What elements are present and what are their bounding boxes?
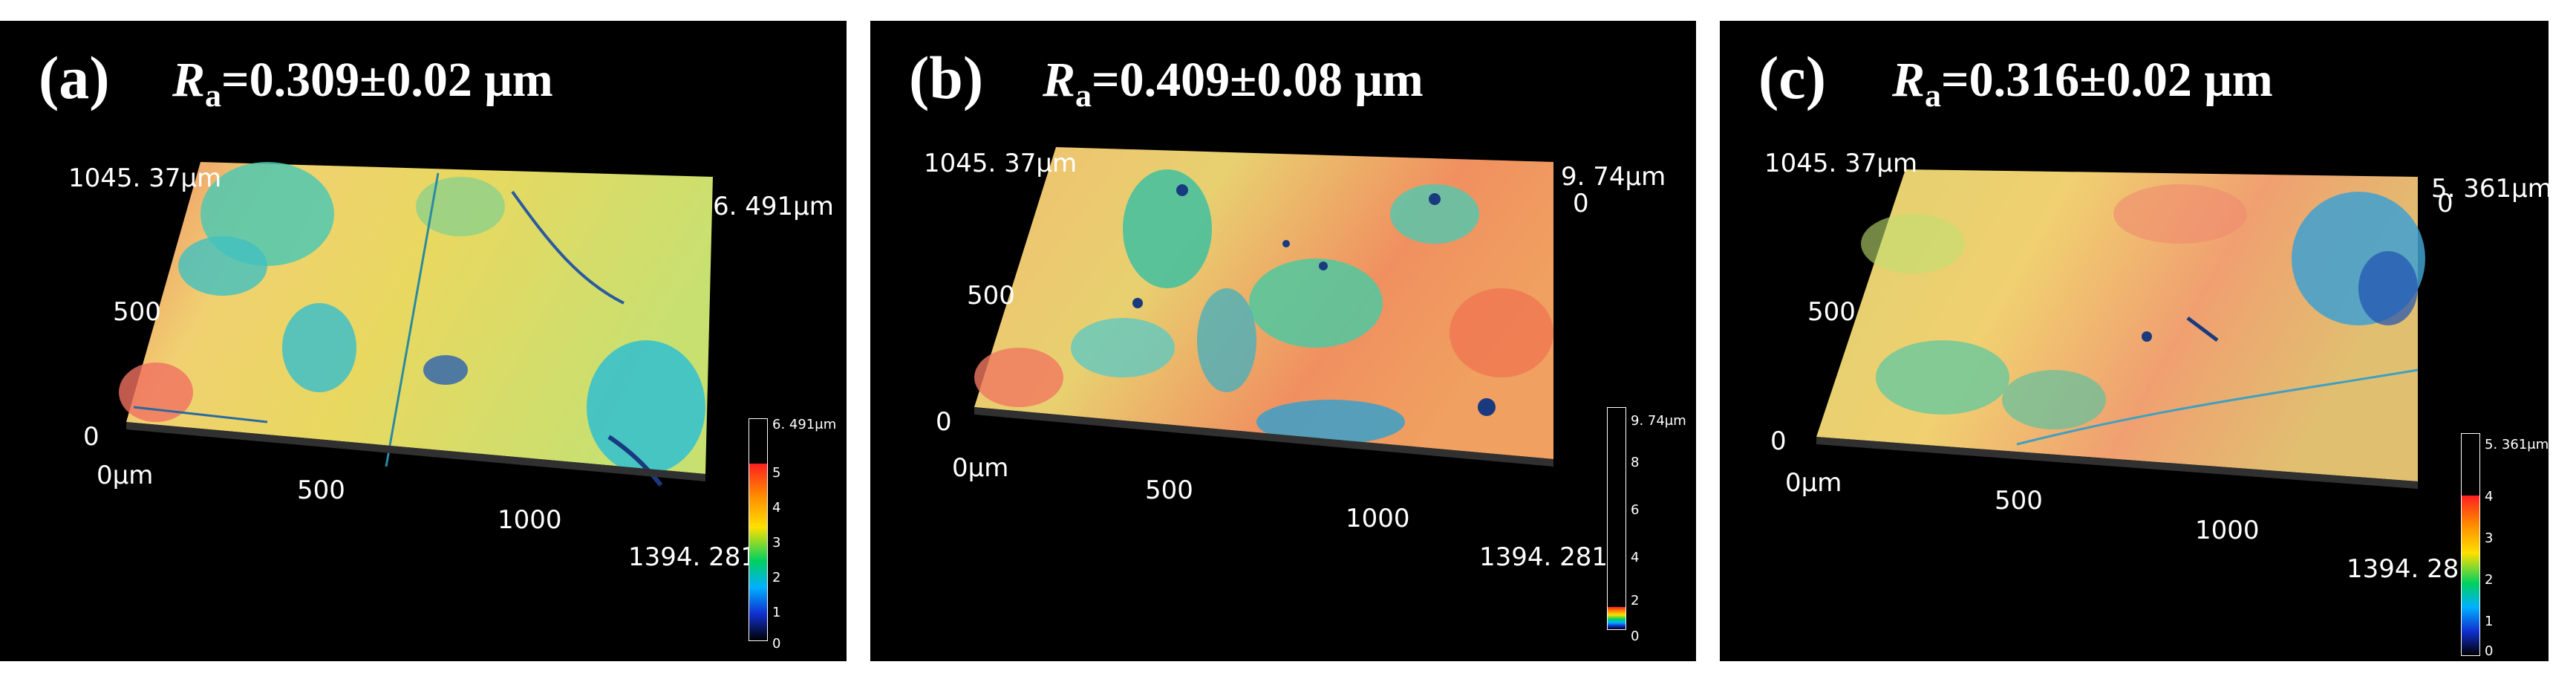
y-axis-zero: 0: [1770, 426, 1787, 456]
roughness-label: Ra=0.316±0.02 μm: [1892, 52, 2273, 114]
ra-subscript: a: [205, 77, 222, 114]
colorbar-track: [1607, 407, 1626, 630]
x-axis-500: 500: [1995, 486, 2043, 516]
z-axis-max: 9. 74μm: [1561, 162, 1666, 192]
x-axis-origin: 0μm: [97, 461, 154, 490]
y-axis-zero: 0: [83, 422, 100, 452]
x-axis-max: 1394. 281: [628, 542, 757, 572]
surface-plot-b: [974, 147, 1553, 467]
x-axis-max: 1394. 28´: [2347, 554, 2472, 584]
z-axis-max: 6. 491μm: [713, 192, 834, 221]
x-axis-1000: 1000: [1346, 504, 1410, 533]
colorbar-fill: [749, 464, 767, 640]
ra-symbol: R: [1892, 53, 1926, 107]
colorbar-tick: 0: [1631, 629, 1640, 644]
z-axis-max: 5. 361μm: [2431, 174, 2549, 204]
y-axis-zero: 0: [936, 407, 952, 437]
y-axis-500: 500: [113, 297, 161, 327]
colorbar-max: 9. 74μm: [1631, 413, 1686, 429]
ra-value: =0.409±0.08 μm: [1092, 53, 1424, 107]
x-axis-1000: 1000: [2195, 516, 2260, 545]
colorbar-tick: 2: [1631, 593, 1640, 608]
colorbar: [1607, 407, 1626, 630]
z-axis-zero: 0: [1573, 189, 1589, 218]
colorbar-tick: 0: [772, 636, 781, 652]
x-axis-origin: 0μm: [952, 453, 1009, 483]
x-axis-max: 1394. 281: [1479, 542, 1608, 572]
panel-letter: (a): [39, 44, 110, 111]
ra-value: =0.316±0.02 μm: [1941, 53, 2273, 107]
y-axis-max: 1045. 37μm: [1764, 149, 1918, 178]
surface-plot-c: [1816, 169, 2425, 489]
y-axis-max: 1045. 37μm: [924, 149, 1077, 178]
colorbar-tick: 0: [2485, 643, 2494, 659]
colorbar-tick: 4: [2485, 489, 2494, 504]
x-axis-500: 500: [1145, 475, 1193, 505]
x-axis-1000: 1000: [498, 505, 562, 535]
colorbar-tick: 4: [772, 500, 781, 516]
roughness-label: Ra=0.409±0.08 μm: [1043, 52, 1424, 114]
panel-letter: (b): [909, 44, 984, 111]
x-axis-500: 500: [297, 475, 345, 505]
colorbar-fill: [1608, 607, 1626, 629]
panel-letter: (c): [1758, 44, 1827, 111]
x-axis-origin: 0μm: [1785, 468, 1842, 498]
panel-b: (b) Ra=0.409±0.08 μm 1045. 37μm 500 0 9.…: [870, 21, 1696, 661]
colorbar-tick: 8: [1631, 455, 1640, 470]
colorbar-fill: [2462, 496, 2479, 655]
colorbar-tick: 1: [772, 605, 781, 620]
colorbar-tick: 2: [772, 570, 781, 585]
panel-a: (a) Ra=0.309±0.02 μm 1045. 37μm 500 0 6.…: [0, 21, 847, 661]
ra-symbol: R: [1043, 53, 1076, 107]
roughness-label: Ra=0.309±0.02 μm: [172, 52, 553, 114]
colorbar-tick: 1: [2485, 614, 2494, 629]
ra-symbol: R: [172, 53, 206, 107]
y-axis-500: 500: [967, 281, 1015, 311]
panel-c: (c) Ra=0.316±0.02 μm 1045. 37μm 500 0 5.…: [1720, 21, 2549, 661]
colorbar: [2461, 433, 2480, 656]
colorbar-max: 5. 361μm: [2485, 437, 2549, 452]
colorbar: [749, 418, 768, 641]
y-axis-500: 500: [1807, 297, 1856, 327]
ra-value: =0.309±0.02 μm: [221, 53, 553, 107]
colorbar-tick: 4: [1631, 550, 1640, 565]
colorbar-tick: 6: [1631, 502, 1640, 518]
surface-plot-a: [119, 162, 713, 487]
z-axis-zero: 0: [2437, 189, 2453, 218]
ra-subscript: a: [1075, 77, 1092, 114]
colorbar-tick: 5: [772, 465, 781, 481]
ra-subscript: a: [1925, 77, 1942, 114]
colorbar-tick: 3: [2485, 530, 2494, 546]
colorbar-tick: 3: [772, 535, 781, 551]
colorbar-tick: 2: [2485, 572, 2494, 588]
y-axis-max: 1045. 37μm: [68, 163, 222, 193]
colorbar-max: 6. 491μm: [772, 417, 837, 432]
